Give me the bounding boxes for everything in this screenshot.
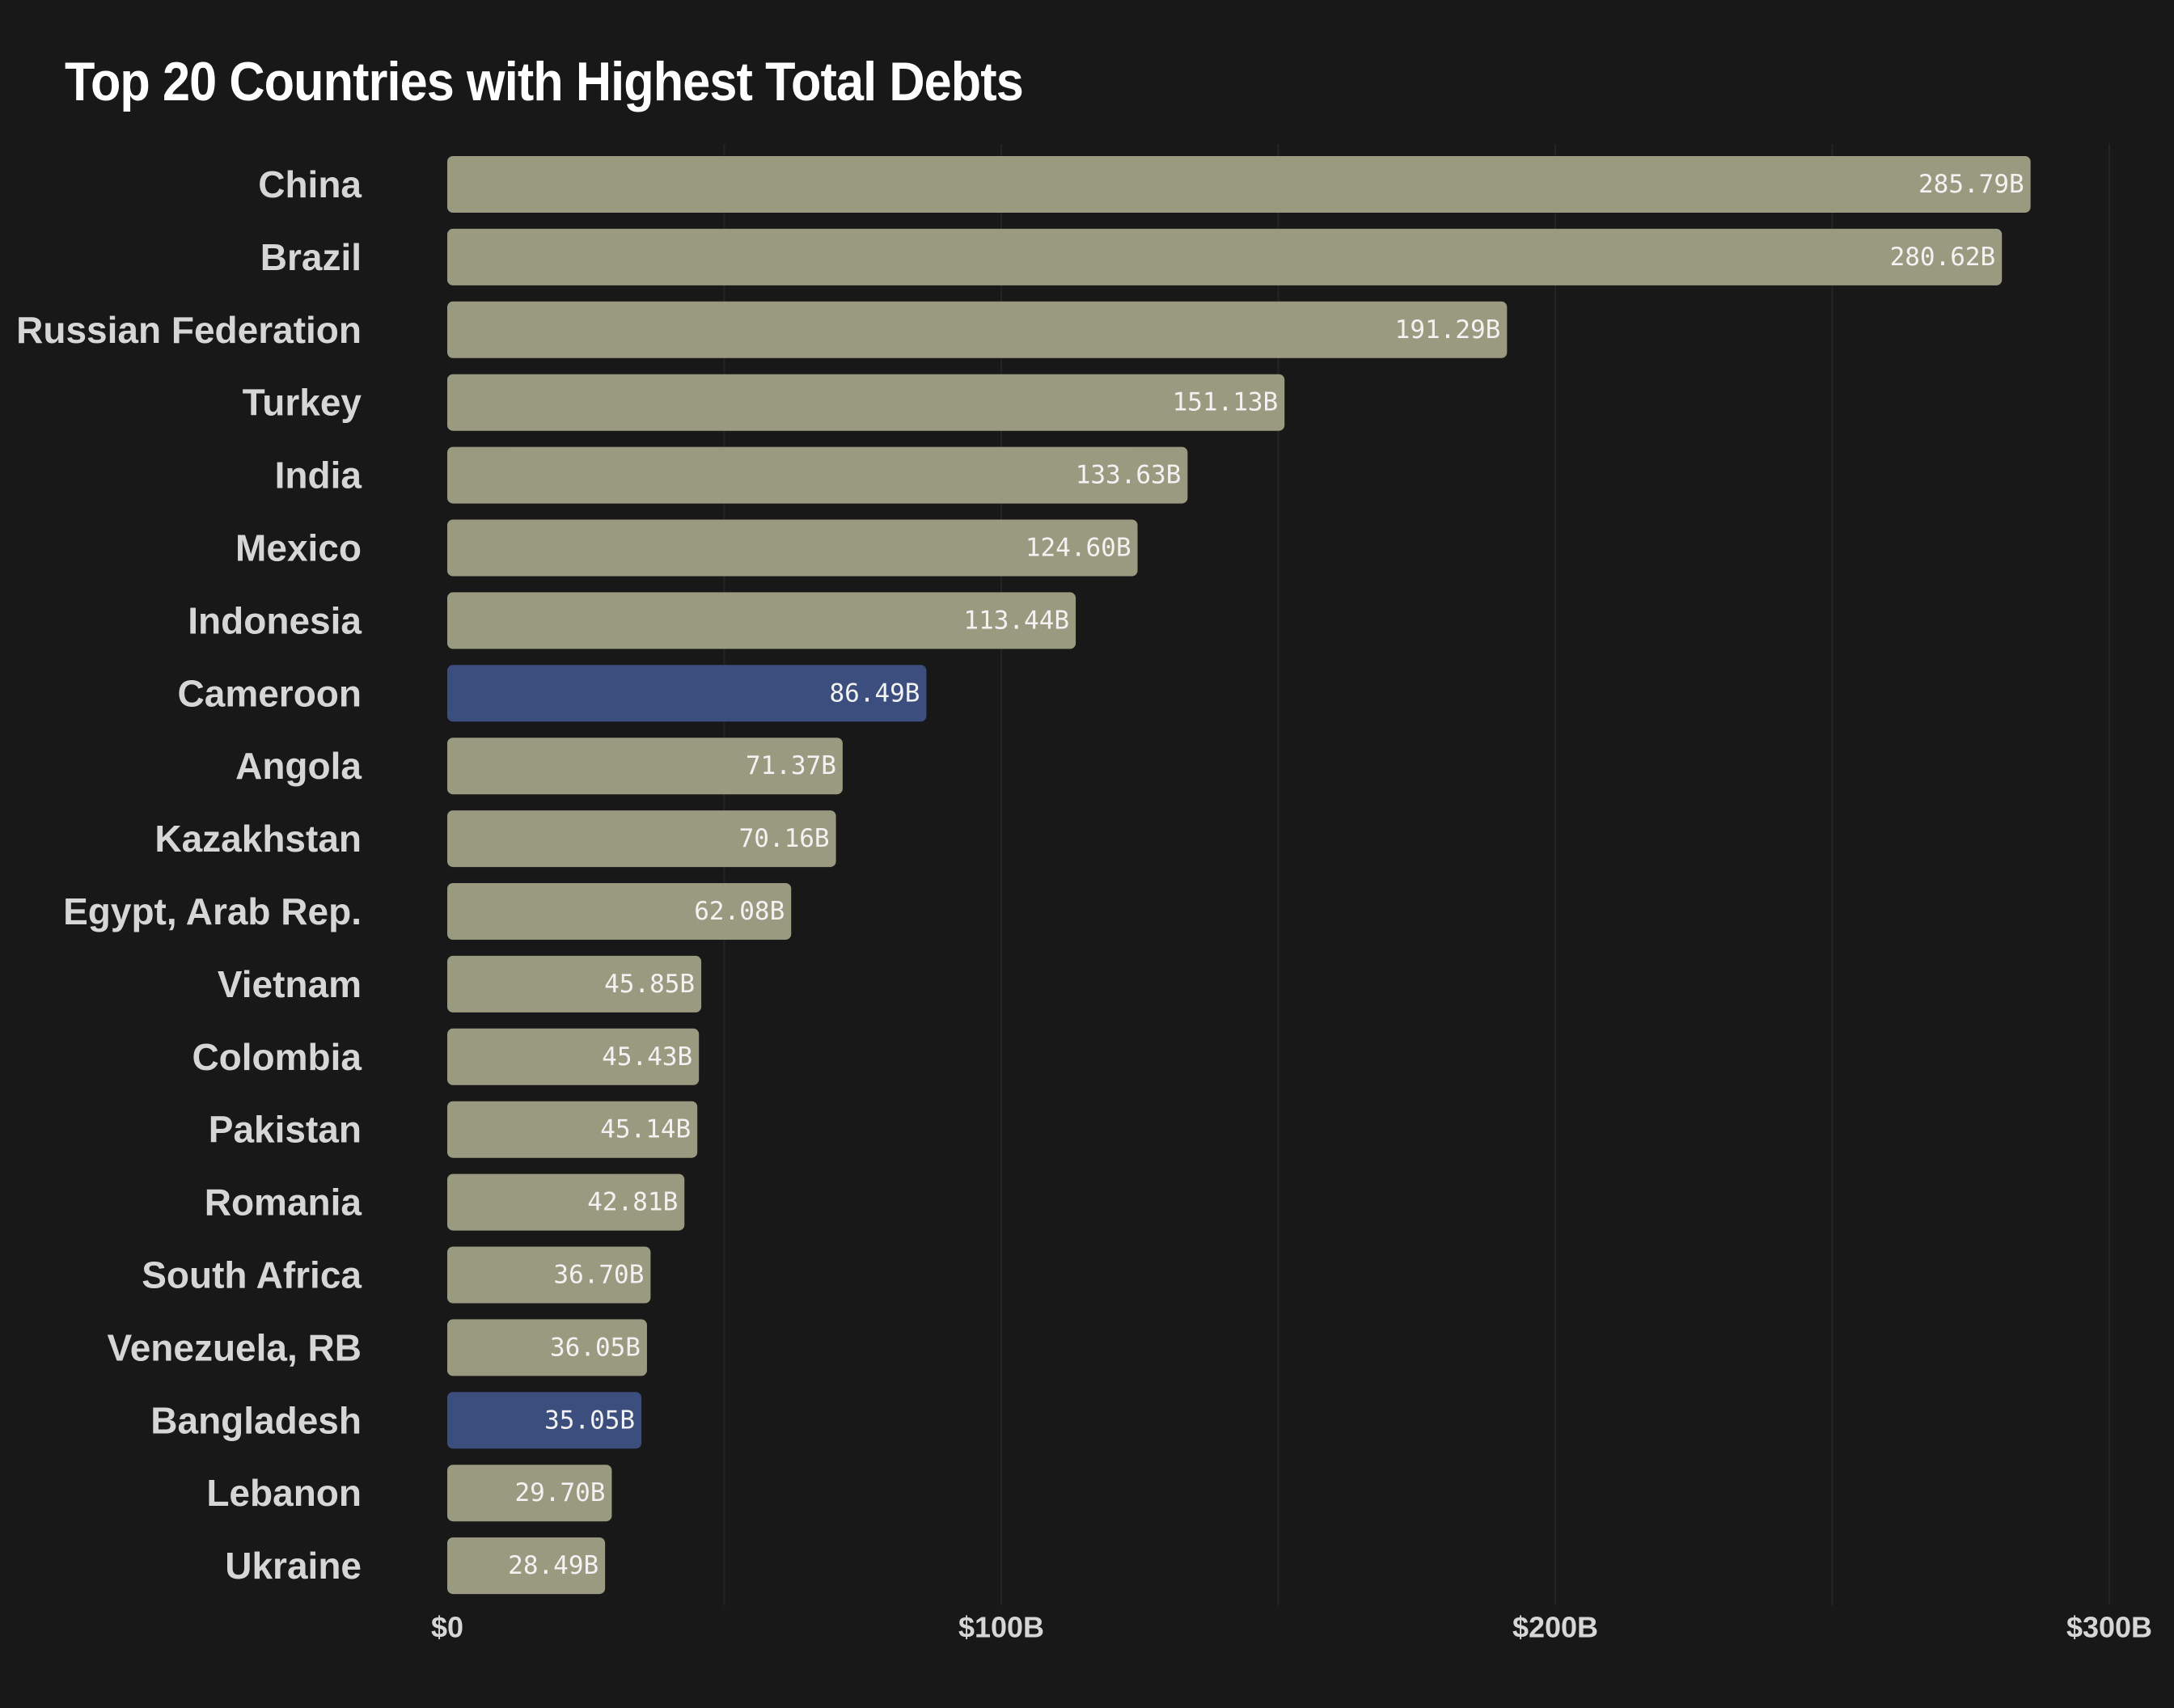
value-label: 191.29B: [1395, 315, 1501, 345]
value-label: 29.70B: [514, 1478, 605, 1507]
category-label: Kazakhstan: [154, 818, 362, 860]
value-label: 28.49B: [508, 1551, 598, 1580]
value-label: 45.14B: [600, 1115, 691, 1144]
bar-colombia: [447, 1028, 700, 1085]
category-label: Venezuela, RB: [108, 1326, 362, 1368]
bar-romania: [447, 1173, 685, 1231]
bar-lebanon: [447, 1465, 612, 1522]
category-label: Cameroon: [178, 672, 362, 714]
x-tick-label: $100B: [958, 1611, 1044, 1644]
category-label: Turkey: [243, 382, 362, 424]
value-label: 45.85B: [604, 970, 695, 999]
bar-angola: [447, 738, 843, 795]
category-label: Angola: [235, 745, 362, 787]
category-label: Romania: [205, 1182, 362, 1224]
category-label: Colombia: [192, 1036, 362, 1078]
category-label: Brazil: [260, 236, 362, 278]
bar-venezuela-rb: [447, 1319, 647, 1376]
bar-india: [447, 446, 1188, 504]
bar-pakistan: [447, 1101, 698, 1158]
category-label: Indonesia: [188, 599, 362, 641]
value-label: 71.37B: [746, 751, 836, 780]
value-labels: 285.79B 280.62B 191.29B 151.13B 133.63B 124.6…: [508, 170, 2024, 1580]
bar-kazakhstan: [447, 810, 836, 868]
value-label: 285.79B: [1918, 170, 2024, 199]
category-label: Vietnam: [218, 963, 362, 1005]
value-label: 35.05B: [544, 1406, 635, 1435]
value-label: 70.16B: [739, 824, 830, 853]
value-label: 36.70B: [553, 1261, 644, 1290]
bar-russian-federation: [447, 301, 1508, 358]
value-label: 133.63B: [1076, 461, 1182, 490]
bars: [447, 156, 2031, 1595]
category-label: India: [275, 454, 362, 497]
bar-ukraine: [447, 1537, 606, 1595]
category-label: Ukraine: [225, 1545, 362, 1587]
x-axis-ticks: $0 $100B $200B $300B: [431, 1611, 2152, 1644]
category-label: China: [258, 163, 362, 205]
value-label: 36.05B: [550, 1333, 641, 1362]
value-label: 151.13B: [1173, 388, 1279, 417]
category-label: Russian Federation: [16, 309, 362, 351]
bar-bangladesh: [447, 1392, 642, 1449]
bar-turkey: [447, 374, 1285, 431]
x-tick-label: $0: [431, 1611, 463, 1644]
bar-cameroon: [447, 665, 927, 722]
category-label: Lebanon: [206, 1472, 362, 1514]
bar-brazil: [447, 228, 2003, 285]
x-tick-label: $300B: [2066, 1611, 2152, 1644]
bar-egypt-arab-rep-: [447, 883, 792, 940]
value-label: 113.44B: [963, 606, 1069, 635]
category-label: Mexico: [235, 527, 362, 569]
category-label: Pakistan: [209, 1109, 362, 1151]
category-label: Egypt, Arab Rep.: [63, 890, 362, 932]
value-label: 124.60B: [1026, 534, 1131, 563]
bar-mexico: [447, 519, 1138, 577]
bar-china: [447, 156, 2031, 213]
value-label: 280.62B: [1890, 243, 1996, 272]
bar-vietnam: [447, 955, 702, 1013]
value-label: 62.08B: [694, 897, 785, 926]
bar-south-africa: [447, 1246, 651, 1304]
category-label: Bangladesh: [150, 1399, 362, 1441]
grid-lines: [723, 144, 2110, 1605]
category-labels: China Brazil Russian Federation Turkey India…: [16, 163, 362, 1587]
bar-indonesia: [447, 592, 1076, 649]
chart-title: Top 20 Countries with Highest Total Debt…: [65, 51, 1024, 112]
value-label: 45.43B: [602, 1042, 692, 1072]
value-label: 42.81B: [587, 1188, 678, 1217]
value-label: 86.49B: [829, 679, 920, 708]
category-label: South Africa: [142, 1254, 362, 1296]
x-tick-label: $200B: [1512, 1611, 1598, 1644]
